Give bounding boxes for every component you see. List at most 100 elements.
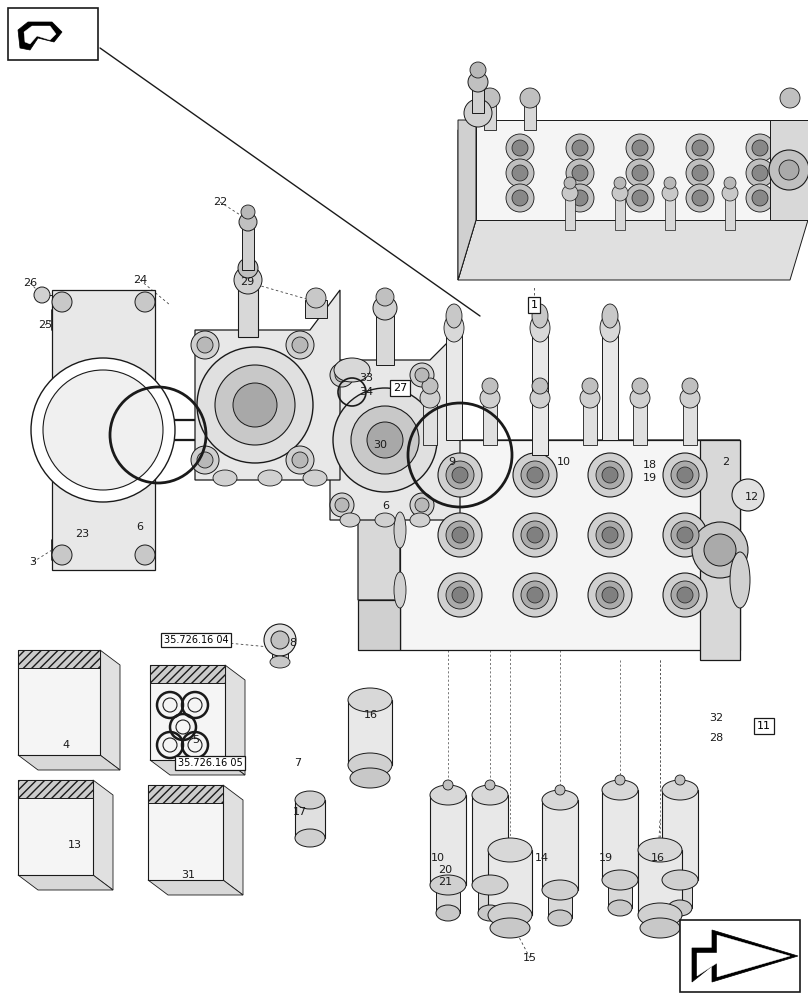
Circle shape bbox=[615, 775, 625, 785]
Text: 32: 32 bbox=[709, 713, 723, 723]
Circle shape bbox=[452, 587, 468, 603]
Polygon shape bbox=[18, 755, 120, 770]
Text: 20: 20 bbox=[438, 865, 452, 875]
Bar bbox=[542, 800, 578, 890]
Circle shape bbox=[780, 88, 800, 108]
Text: 35.726.16 04: 35.726.16 04 bbox=[164, 635, 229, 645]
Circle shape bbox=[438, 513, 482, 557]
Text: 30: 30 bbox=[373, 440, 387, 450]
Ellipse shape bbox=[668, 900, 692, 916]
Circle shape bbox=[692, 522, 748, 578]
Circle shape bbox=[513, 453, 557, 497]
Bar bbox=[583, 400, 597, 445]
Circle shape bbox=[663, 513, 707, 557]
Ellipse shape bbox=[394, 452, 406, 488]
Circle shape bbox=[52, 292, 72, 312]
Circle shape bbox=[632, 190, 648, 206]
Circle shape bbox=[271, 631, 289, 649]
Bar bbox=[484, 100, 496, 130]
Bar bbox=[602, 330, 618, 440]
Bar bbox=[683, 400, 697, 445]
Polygon shape bbox=[148, 880, 243, 895]
Ellipse shape bbox=[340, 513, 360, 527]
Bar bbox=[488, 850, 532, 915]
Text: 31: 31 bbox=[181, 870, 195, 880]
Polygon shape bbox=[358, 440, 400, 600]
Ellipse shape bbox=[472, 785, 508, 805]
Circle shape bbox=[582, 378, 598, 394]
Ellipse shape bbox=[258, 470, 282, 486]
Circle shape bbox=[588, 573, 632, 617]
Bar bbox=[532, 330, 548, 455]
Bar bbox=[638, 850, 682, 915]
Circle shape bbox=[746, 159, 774, 187]
Polygon shape bbox=[330, 330, 460, 520]
Text: 35.726.16 05: 35.726.16 05 bbox=[178, 758, 242, 768]
Circle shape bbox=[480, 388, 500, 408]
Circle shape bbox=[588, 453, 632, 497]
Circle shape bbox=[671, 521, 699, 549]
Circle shape bbox=[241, 205, 255, 219]
Bar bbox=[305, 300, 327, 318]
Bar bbox=[602, 790, 638, 880]
Text: 15: 15 bbox=[523, 953, 537, 963]
Circle shape bbox=[415, 368, 429, 382]
Circle shape bbox=[677, 587, 693, 603]
Ellipse shape bbox=[532, 304, 548, 328]
Circle shape bbox=[286, 331, 314, 359]
Bar bbox=[436, 885, 460, 913]
Bar bbox=[18, 650, 100, 668]
Polygon shape bbox=[223, 785, 243, 895]
Circle shape bbox=[686, 184, 714, 212]
Circle shape bbox=[376, 288, 394, 306]
Circle shape bbox=[438, 453, 482, 497]
Circle shape bbox=[422, 378, 438, 394]
Circle shape bbox=[596, 521, 624, 549]
Circle shape bbox=[704, 534, 736, 566]
Ellipse shape bbox=[303, 470, 327, 486]
Circle shape bbox=[614, 177, 626, 189]
Ellipse shape bbox=[348, 688, 392, 712]
Text: 6: 6 bbox=[382, 501, 389, 511]
Ellipse shape bbox=[334, 358, 370, 382]
Circle shape bbox=[410, 493, 434, 517]
Text: 19: 19 bbox=[643, 473, 657, 483]
Circle shape bbox=[675, 775, 685, 785]
Bar bbox=[430, 795, 466, 885]
Circle shape bbox=[135, 292, 155, 312]
Text: 14: 14 bbox=[535, 853, 549, 863]
Circle shape bbox=[632, 140, 648, 156]
Bar bbox=[533, 400, 547, 445]
Circle shape bbox=[333, 388, 437, 492]
Circle shape bbox=[752, 140, 768, 156]
Text: 12: 12 bbox=[745, 492, 759, 502]
Polygon shape bbox=[18, 780, 93, 875]
Bar bbox=[548, 890, 572, 918]
Circle shape bbox=[506, 159, 534, 187]
Ellipse shape bbox=[542, 790, 578, 810]
Text: 10: 10 bbox=[557, 457, 571, 467]
Ellipse shape bbox=[430, 875, 466, 895]
Circle shape bbox=[626, 134, 654, 162]
Polygon shape bbox=[458, 220, 808, 280]
Bar bbox=[483, 400, 497, 445]
Circle shape bbox=[135, 545, 155, 565]
Ellipse shape bbox=[394, 512, 406, 548]
Ellipse shape bbox=[548, 910, 572, 926]
Text: 29: 29 bbox=[240, 277, 255, 287]
Circle shape bbox=[446, 581, 474, 609]
Circle shape bbox=[746, 184, 774, 212]
Circle shape bbox=[470, 62, 486, 78]
Circle shape bbox=[769, 150, 808, 190]
Circle shape bbox=[612, 185, 628, 201]
Bar bbox=[668, 880, 692, 908]
Ellipse shape bbox=[640, 918, 680, 938]
Polygon shape bbox=[697, 935, 790, 977]
Bar bbox=[18, 780, 93, 798]
Ellipse shape bbox=[410, 513, 430, 527]
Circle shape bbox=[373, 296, 397, 320]
Circle shape bbox=[512, 190, 528, 206]
Circle shape bbox=[564, 177, 576, 189]
Polygon shape bbox=[24, 26, 56, 44]
Circle shape bbox=[779, 160, 799, 180]
